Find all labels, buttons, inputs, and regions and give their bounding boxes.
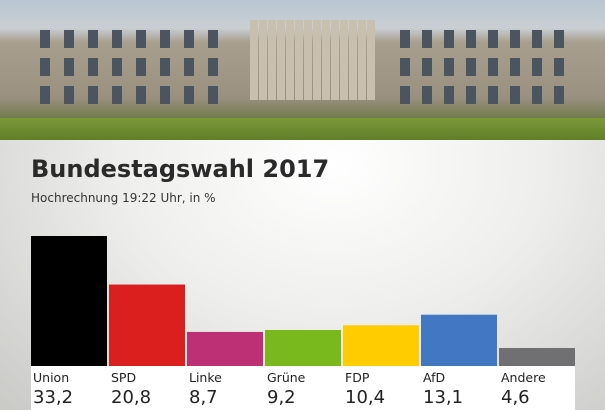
bar-label: SPD 20,8 xyxy=(111,370,187,408)
building-window xyxy=(488,58,498,76)
bar-label: Grüne 9,2 xyxy=(267,370,343,408)
building-window xyxy=(400,30,410,48)
building-column xyxy=(313,20,321,100)
building-window xyxy=(488,30,498,48)
building-column xyxy=(358,20,366,100)
building-window xyxy=(532,58,542,76)
party-name: FDP xyxy=(345,370,370,385)
party-name: Union xyxy=(33,370,70,385)
bar-union xyxy=(31,236,107,366)
bar-label: Andere 4,6 xyxy=(501,370,577,408)
building-column xyxy=(367,20,375,100)
bar-spd xyxy=(109,284,185,366)
building-window xyxy=(160,86,170,104)
building-window xyxy=(112,30,122,48)
chart-title: Bundestagswahl 2017 xyxy=(31,155,330,183)
building-window xyxy=(160,58,170,76)
reichstag-photo xyxy=(0,0,605,140)
building-window xyxy=(400,58,410,76)
party-name: Andere xyxy=(501,370,546,385)
building-window xyxy=(208,86,218,104)
bar-label: Union 33,2 xyxy=(33,370,109,408)
building-window xyxy=(136,30,146,48)
building-window xyxy=(112,86,122,104)
building-window xyxy=(88,86,98,104)
bar-fdp xyxy=(343,325,419,366)
building-window xyxy=(444,58,454,76)
building-column xyxy=(331,20,339,100)
building-window xyxy=(184,30,194,48)
building-window xyxy=(64,86,74,104)
building-window xyxy=(554,30,564,48)
building-window xyxy=(40,58,50,76)
building-window xyxy=(510,58,520,76)
chart-subtitle: Hochrechnung 19:22 Uhr, in % xyxy=(31,191,216,205)
bar-linke xyxy=(187,331,263,366)
building-column xyxy=(277,20,285,100)
party-value: 13,1 xyxy=(423,387,464,408)
building-column xyxy=(304,20,312,100)
building-window xyxy=(88,30,98,48)
party-value: 10,4 xyxy=(345,387,386,408)
bar-andere xyxy=(499,347,575,366)
building-window xyxy=(64,30,74,48)
party-value: 33,2 xyxy=(33,387,74,408)
building-window xyxy=(510,30,520,48)
building-window xyxy=(400,86,410,104)
building-column xyxy=(322,20,330,100)
building-window xyxy=(510,86,520,104)
building-window xyxy=(532,86,542,104)
building-window xyxy=(422,86,432,104)
building-window xyxy=(64,58,74,76)
bar-afd xyxy=(421,314,497,366)
building-window xyxy=(40,30,50,48)
building-window xyxy=(466,86,476,104)
building-column xyxy=(286,20,294,100)
building-window xyxy=(40,86,50,104)
bar-label: Linke 8,7 xyxy=(189,370,265,408)
party-value: 8,7 xyxy=(189,387,218,408)
building-window xyxy=(422,58,432,76)
lawn xyxy=(0,118,605,140)
building-window xyxy=(136,58,146,76)
building-window xyxy=(112,58,122,76)
building-window xyxy=(444,86,454,104)
building-window xyxy=(554,86,564,104)
building-window xyxy=(466,30,476,48)
label-strip: Union 33,2 SPD 20,8 Linke 8,7 Grüne 9,2 FDP 10,4 A… xyxy=(31,366,575,410)
building-column xyxy=(250,20,258,100)
party-name: SPD xyxy=(111,370,137,385)
bar-label: FDP 10,4 xyxy=(345,370,421,408)
building-column xyxy=(268,20,276,100)
building-window xyxy=(184,86,194,104)
party-value: 4,6 xyxy=(501,387,530,408)
party-name: Linke xyxy=(189,370,222,385)
building-window xyxy=(136,86,146,104)
building-column xyxy=(340,20,348,100)
building-window xyxy=(208,30,218,48)
building-column xyxy=(295,20,303,100)
building-window xyxy=(184,58,194,76)
building-window xyxy=(466,58,476,76)
building-column xyxy=(259,20,267,100)
building-window xyxy=(208,58,218,76)
building-window xyxy=(488,86,498,104)
party-name: AfD xyxy=(423,370,446,385)
party-value: 9,2 xyxy=(267,387,296,408)
building-window xyxy=(444,30,454,48)
party-value: 20,8 xyxy=(111,387,152,408)
bar-label: AfD 13,1 xyxy=(423,370,499,408)
building-window xyxy=(554,58,564,76)
building-window xyxy=(422,30,432,48)
building-window xyxy=(88,58,98,76)
building-column xyxy=(349,20,357,100)
bar-grüne xyxy=(265,329,341,366)
party-name: Grüne xyxy=(267,370,306,385)
building-window xyxy=(160,30,170,48)
building-window xyxy=(532,30,542,48)
